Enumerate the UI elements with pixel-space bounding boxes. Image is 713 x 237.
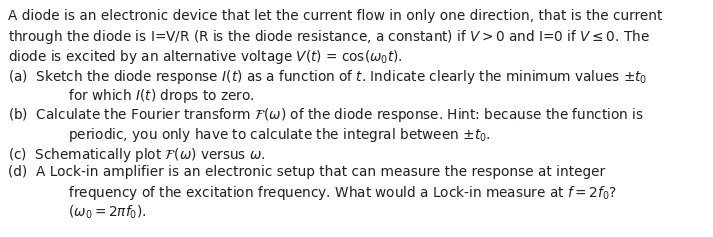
Text: A diode is an electronic device that let the current flow in only one direction,: A diode is an electronic device that let… — [8, 9, 662, 23]
Text: frequency of the excitation frequency. What would a Lock-in measure at $f = 2f_0: frequency of the excitation frequency. W… — [38, 184, 617, 202]
Text: diode is excited by an alternative voltage $V(t)$ = cos($\omega_0 t$).: diode is excited by an alternative volta… — [8, 48, 403, 66]
Text: through the diode is I=V/R (R is the diode resistance, a constant) if $V > 0$ an: through the diode is I=V/R (R is the dio… — [8, 28, 650, 46]
Text: ($\omega_0 = 2\pi f_0$).: ($\omega_0 = 2\pi f_0$). — [38, 204, 147, 221]
Text: (b)  Calculate the Fourier transform $\mathcal{F}(\omega)$ of the diode response: (b) Calculate the Fourier transform $\ma… — [8, 106, 644, 124]
Text: for which $I(t)$ drops to zero.: for which $I(t)$ drops to zero. — [38, 87, 255, 105]
Text: periodic, you only have to calculate the integral between $\pm t_0$.: periodic, you only have to calculate the… — [38, 126, 491, 144]
Text: (d)  A Lock-in amplifier is an electronic setup that can measure the response at: (d) A Lock-in amplifier is an electronic… — [8, 165, 605, 179]
Text: (c)  Schematically plot $\mathcal{F}(\omega)$ versus $\omega$.: (c) Schematically plot $\mathcal{F}(\ome… — [8, 146, 266, 164]
Text: (a)  Sketch the diode response $I(t)$ as a function of $t$. Indicate clearly the: (a) Sketch the diode response $I(t)$ as … — [8, 68, 647, 86]
